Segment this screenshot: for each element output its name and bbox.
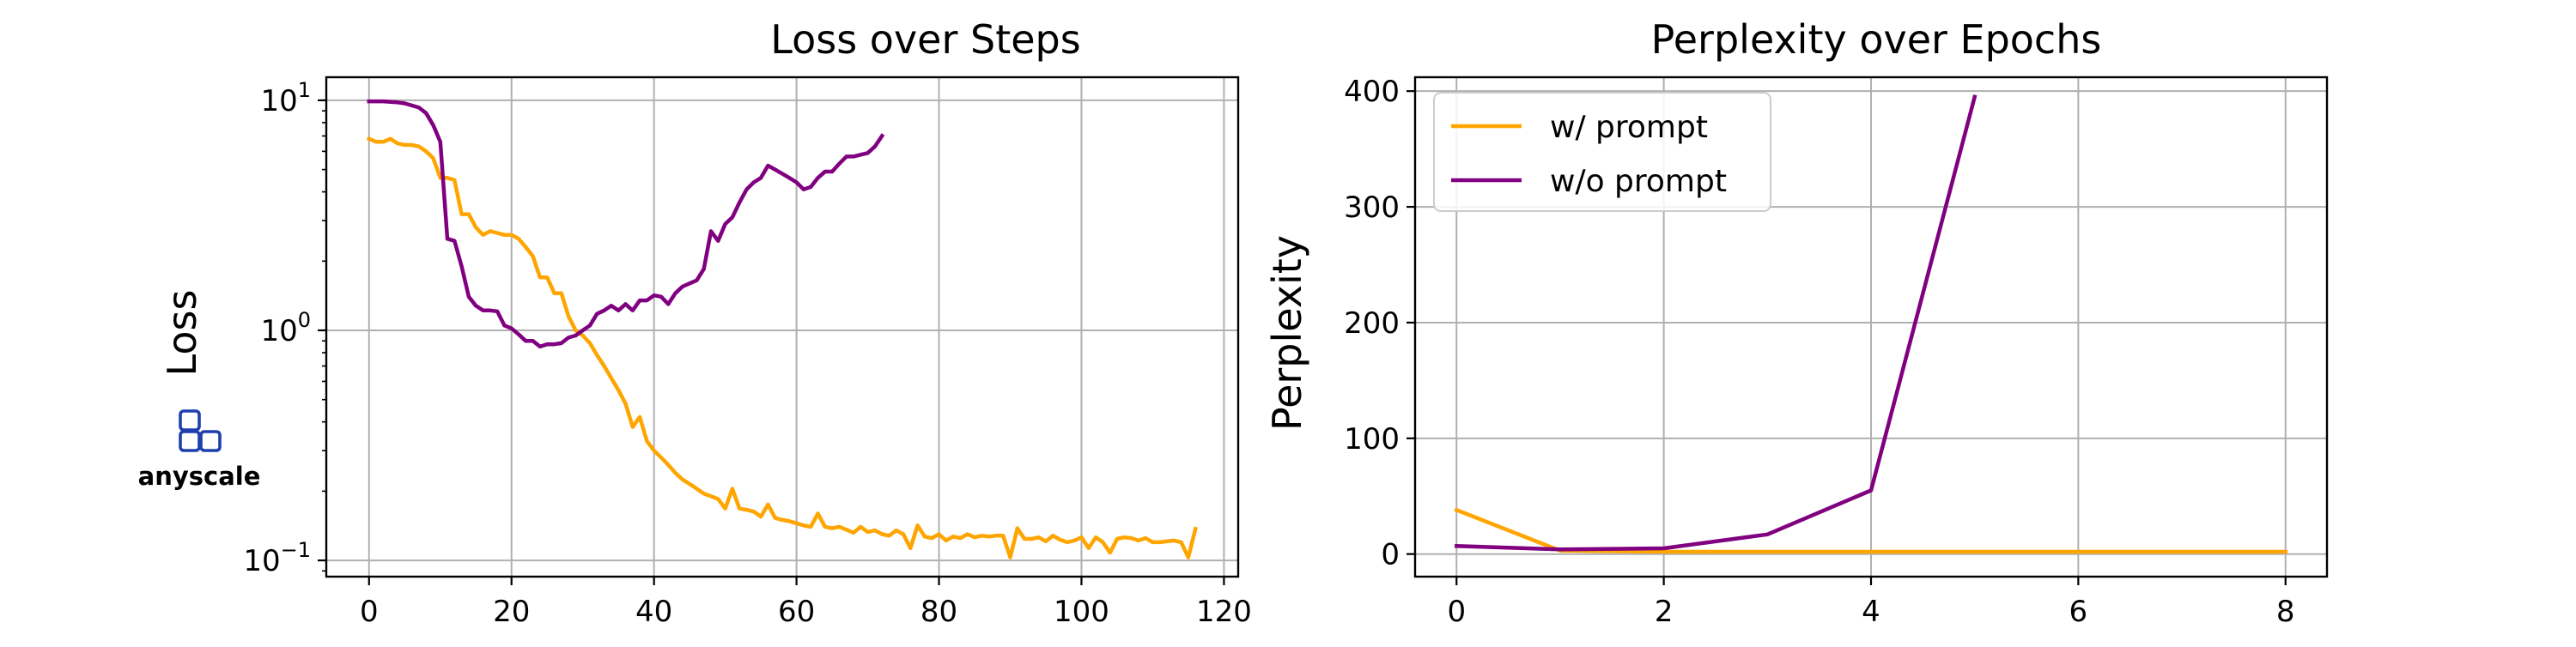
loss-x-tick-label: 20 — [493, 595, 530, 629]
perplexity-y-tick-label: 100 — [1344, 422, 1400, 457]
anyscale-logo-icon — [179, 409, 222, 452]
loss-series — [366, 99, 1198, 559]
loss-y-tick-label: 10−1 — [243, 538, 311, 578]
loss-x-ticks: 0 20 40 60 80 100 120 — [360, 577, 1252, 629]
perplexity-y-tick-label: 400 — [1344, 75, 1400, 109]
loss-y-tick-label: 101 — [260, 78, 311, 118]
perplexity-y-tick-label: 200 — [1344, 306, 1400, 341]
loss-x-tick-label: 100 — [1054, 595, 1109, 629]
loss-plot-frame — [325, 76, 1240, 578]
perplexity-series-line-w-prompt — [1454, 507, 2287, 554]
perplexity-x-ticks: 0 2 4 6 8 — [1447, 577, 2295, 629]
perplexity-y-axis-label: Perplexity — [1264, 235, 1310, 431]
loss-x-tick-label: 60 — [778, 595, 815, 629]
loss-y-ticks: 10−1 100 101 — [243, 78, 326, 578]
loss-gridlines — [326, 77, 1238, 577]
perplexity-x-tick-label: 4 — [1862, 595, 1880, 629]
perplexity-x-tick-label: 6 — [2069, 595, 2088, 629]
anyscale-logo: anyscale — [138, 409, 261, 491]
anyscale-logo-text: anyscale — [138, 462, 261, 491]
loss-series-line-w-o-prompt — [367, 99, 885, 349]
perplexity-series — [1454, 94, 2287, 554]
perplexity-x-tick-label: 8 — [2276, 595, 2295, 629]
loss-chart-title: Loss over Steps — [770, 16, 1080, 63]
perplexity-y-tick-label: 300 — [1344, 190, 1400, 225]
loss-x-tick-label: 40 — [635, 595, 672, 629]
loss-x-tick-label: 0 — [360, 595, 379, 629]
loss-y-axis-label: Loss — [159, 290, 205, 377]
legend-label-wo-prompt: w/o prompt — [1550, 164, 1727, 199]
legend: w/ prompt w/o prompt — [1433, 92, 1771, 212]
loss-series-line-w-prompt — [366, 136, 1198, 559]
perplexity-chart-title: Perplexity over Epochs — [1651, 16, 2102, 63]
perplexity-y-ticks: 0 100 200 300 400 — [1344, 75, 1415, 572]
loss-y-tick-label: 100 — [260, 308, 311, 348]
perplexity-x-tick-label: 0 — [1447, 595, 1466, 629]
loss-x-tick-label: 80 — [920, 595, 957, 629]
perplexity-series-line-w-o-prompt — [1454, 94, 1978, 552]
perplexity-y-tick-label: 0 — [1381, 538, 1400, 572]
loss-x-tick-label: 120 — [1196, 595, 1252, 629]
loss-chart: Loss over Steps Loss 0 20 40 60 80 100 120 10−… — [159, 16, 1252, 629]
legend-label-w-prompt: w/ prompt — [1550, 110, 1708, 145]
perplexity-x-tick-label: 2 — [1655, 595, 1674, 629]
